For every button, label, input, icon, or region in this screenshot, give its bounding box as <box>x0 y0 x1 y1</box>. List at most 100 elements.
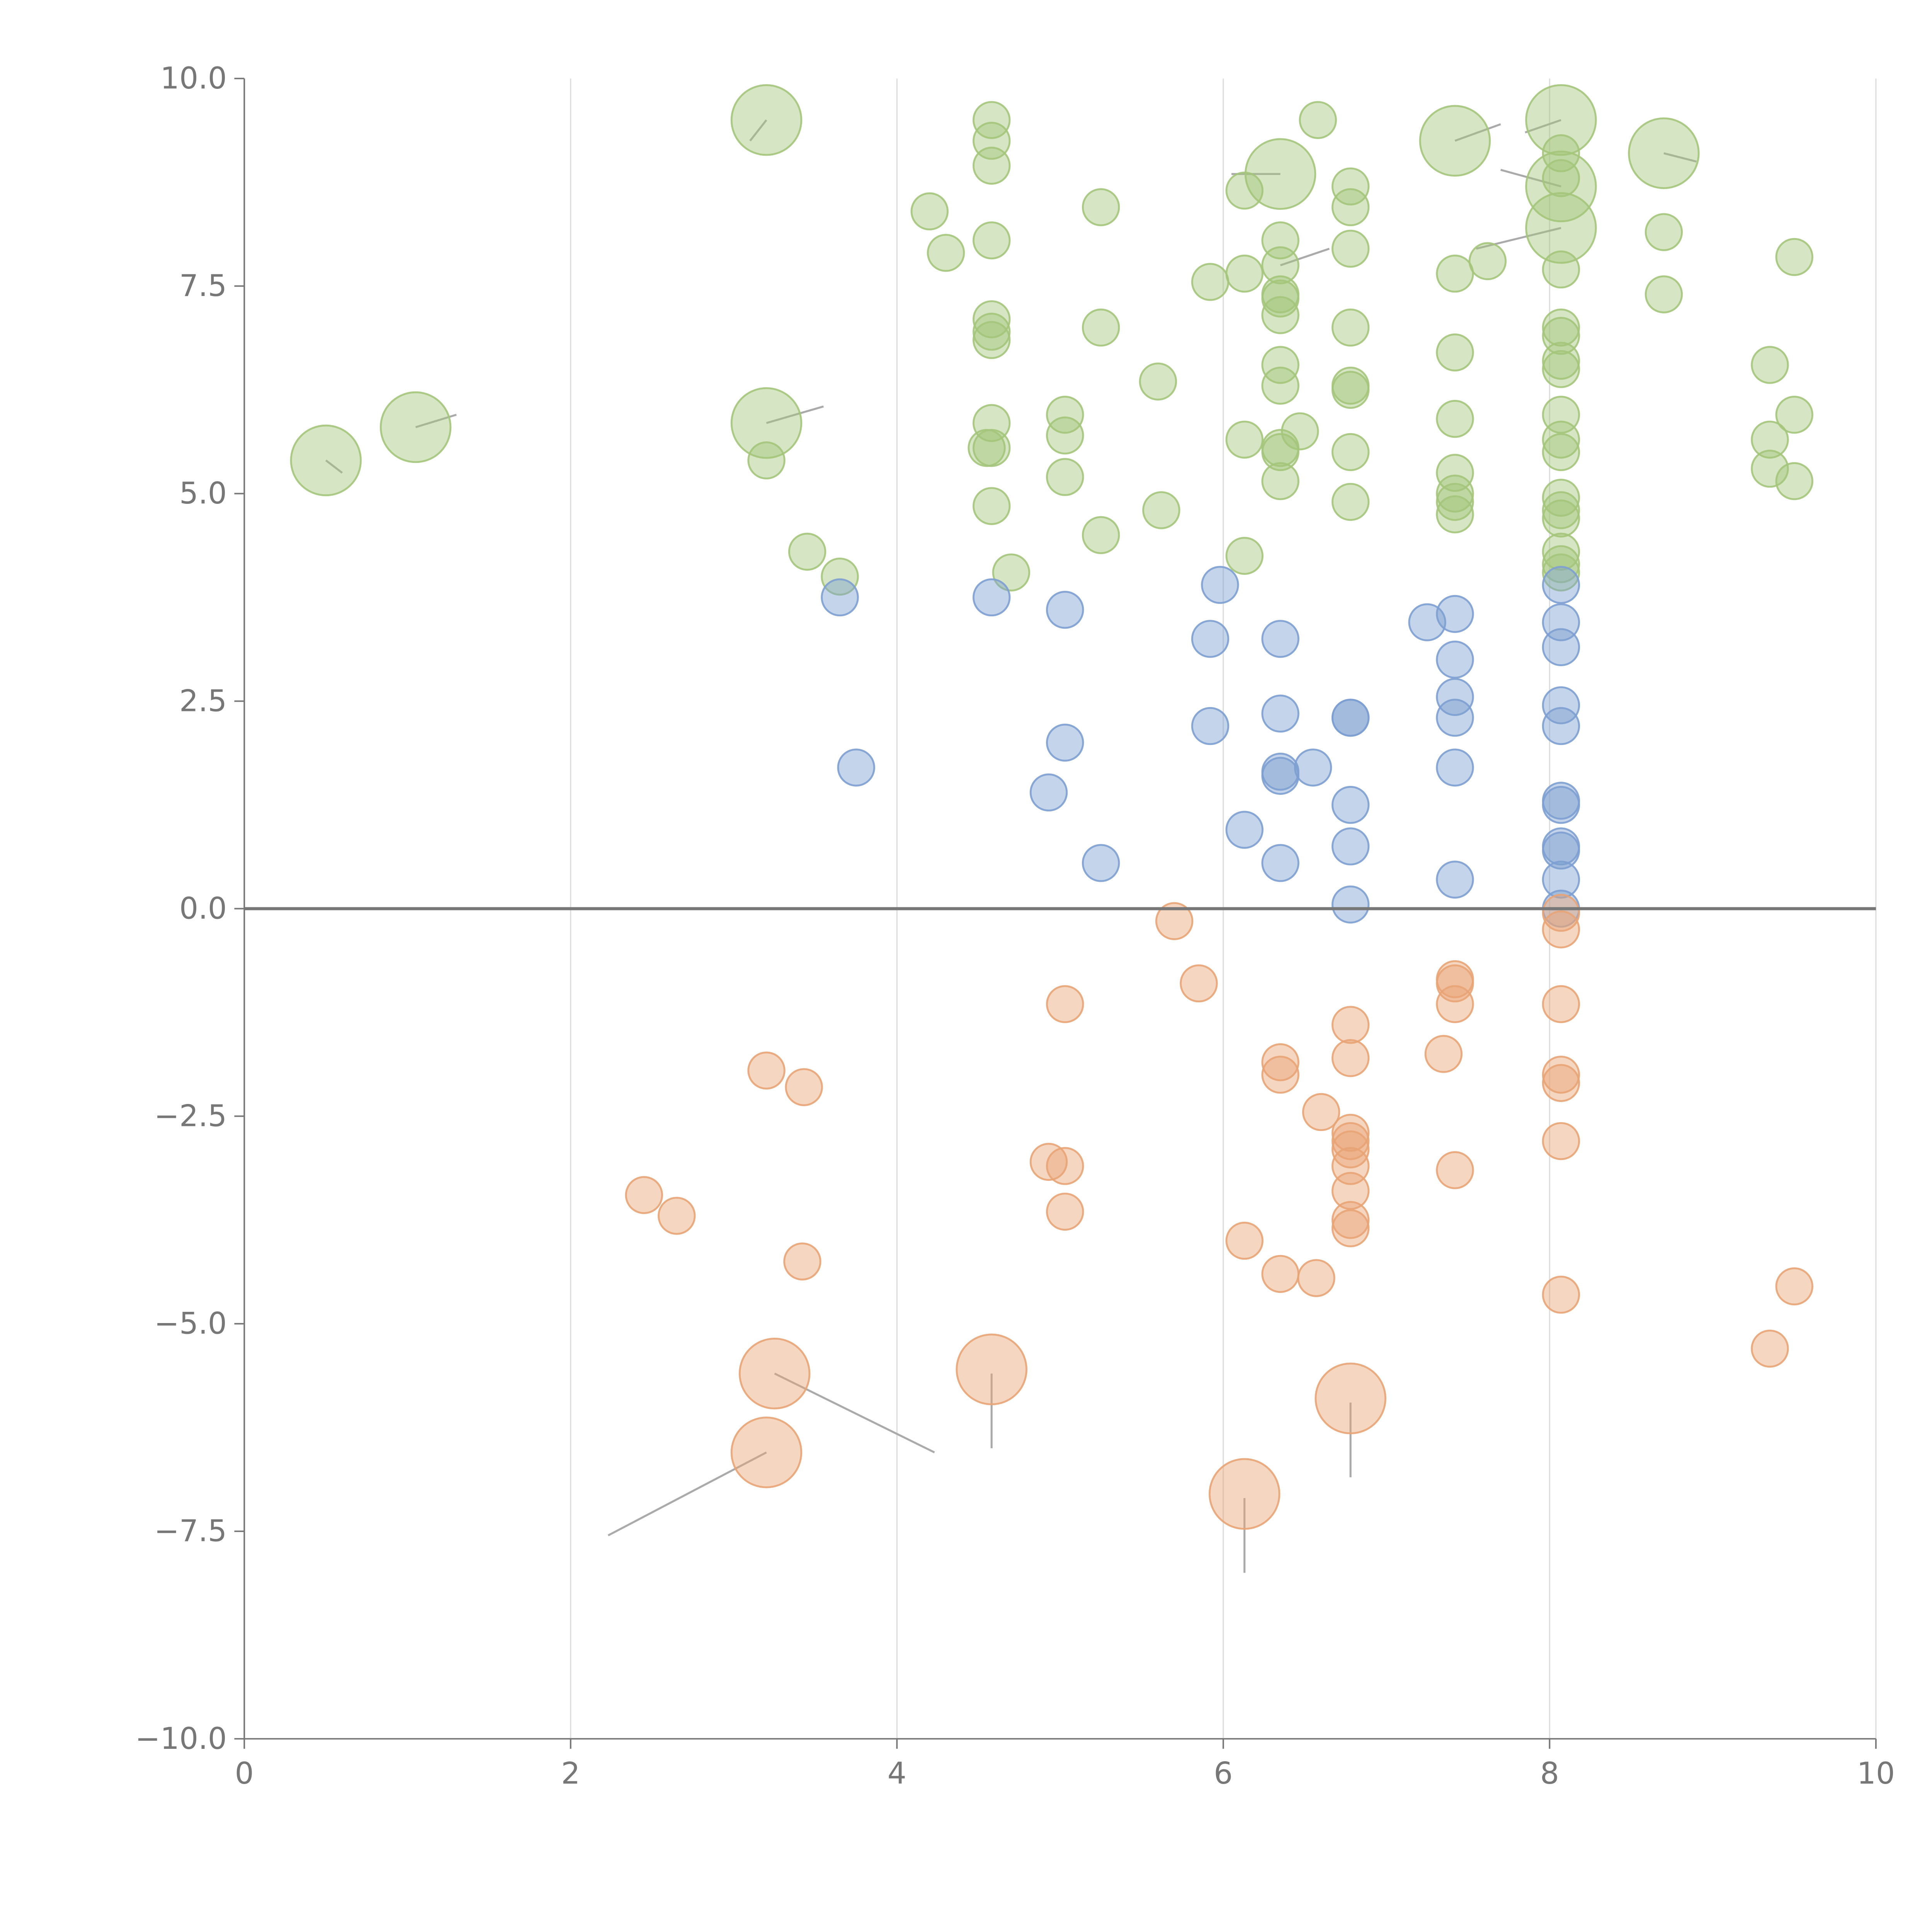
bubble-low <box>783 1242 821 1281</box>
bubble-low <box>1542 910 1580 949</box>
bubble-low <box>747 1051 786 1090</box>
bubble-low <box>1542 894 1580 932</box>
x-tick-label: 4 <box>888 1756 906 1791</box>
bubble-high <box>1542 342 1580 380</box>
bubble-high <box>973 221 1011 260</box>
bubble-mid <box>1331 885 1370 924</box>
y-tick-label: −7.5 <box>154 1514 227 1549</box>
bubble-high <box>973 146 1011 185</box>
bubble-mid <box>1436 595 1474 633</box>
bubble-mid <box>1542 566 1580 604</box>
bubble-high <box>730 387 803 459</box>
bubble-high <box>1191 263 1230 301</box>
bubble-high <box>1331 230 1370 268</box>
x-tick-label: 8 <box>1540 1756 1559 1791</box>
bubble-low <box>1029 1143 1068 1181</box>
y-tick-label: −10.0 <box>135 1721 227 1756</box>
leader-line <box>1280 248 1330 267</box>
bubble-high <box>1628 117 1700 189</box>
bubble-mid <box>1261 844 1299 882</box>
bubble-high <box>821 558 859 596</box>
bubble-mid <box>1542 832 1580 870</box>
bubble-mid <box>973 578 1011 617</box>
bubble-high <box>730 84 803 156</box>
axes <box>243 78 1876 1740</box>
bubble-high <box>1261 246 1299 284</box>
bubble-high <box>973 313 1011 351</box>
bubble-mid <box>1261 620 1299 658</box>
y-tick-label: 5.0 <box>179 476 227 511</box>
bubble-mid <box>1191 620 1230 658</box>
leader-line <box>774 1372 935 1454</box>
bubble-mid <box>1542 707 1580 745</box>
leader-line <box>749 119 767 141</box>
bubble-low <box>1261 1056 1299 1094</box>
bubble-mid <box>1542 861 1580 899</box>
bubble-low <box>1180 964 1218 1003</box>
bubble-mid <box>1542 686 1580 724</box>
bubble-high <box>1436 333 1474 372</box>
bubble-low <box>1046 985 1084 1023</box>
bubble-high <box>1331 371 1370 409</box>
leader-line <box>766 405 824 424</box>
bubble-high <box>1436 495 1474 534</box>
bubble-high <box>1525 150 1597 223</box>
bubble-high <box>747 441 786 480</box>
bubble-high <box>1436 254 1474 293</box>
bubble-high <box>992 553 1031 592</box>
bubble-high <box>1775 238 1813 276</box>
bubble-high <box>973 321 1011 359</box>
bubble-mid <box>1029 773 1068 812</box>
bubble-high <box>1525 84 1597 156</box>
bubble-high <box>1542 545 1580 583</box>
bubble-mid <box>1201 566 1239 604</box>
y-tick-label: 2.5 <box>179 684 227 718</box>
bubble-mid <box>1436 678 1474 716</box>
bubble-high <box>1142 491 1180 529</box>
leader-line <box>1525 119 1561 134</box>
leader-line <box>1663 152 1697 163</box>
bubble-high <box>1261 279 1299 318</box>
bubble-high <box>379 391 452 463</box>
bubble-mid <box>1191 707 1230 745</box>
bubble-high <box>1751 346 1789 384</box>
bubble-high <box>1542 433 1580 471</box>
bubble-high <box>1436 474 1474 513</box>
bubble-low <box>1424 1035 1463 1073</box>
bubble-high <box>1751 420 1789 459</box>
bubble-high <box>1542 308 1580 347</box>
leader-line <box>1454 123 1501 142</box>
bubble-low <box>785 1068 823 1106</box>
bubble-mid <box>1261 757 1299 795</box>
bubble-mid <box>1436 748 1474 787</box>
bubble-low <box>625 1176 663 1214</box>
bubble-high <box>788 532 827 571</box>
bubble-high <box>1542 478 1580 517</box>
bubble-high <box>1542 159 1580 197</box>
y-tick-label: −5.0 <box>154 1306 227 1341</box>
bubble-low <box>1542 1122 1580 1160</box>
bubble-high <box>1331 167 1370 206</box>
bubble-high <box>1775 396 1813 434</box>
y-tick-label: 7.5 <box>179 269 227 303</box>
bubble-mid <box>1046 590 1084 629</box>
bubble-low <box>1542 985 1580 1023</box>
bubble-high <box>1331 483 1370 521</box>
bubble-high <box>1082 516 1120 554</box>
bubble-high <box>973 487 1011 525</box>
bubble-high <box>1299 101 1337 139</box>
bubble-high <box>1261 346 1299 384</box>
bubble-low <box>658 1197 696 1235</box>
leader-line <box>325 459 343 474</box>
bubble-high <box>1436 454 1474 492</box>
bubble-high <box>1139 362 1177 401</box>
bubble-mid <box>1082 844 1120 882</box>
bubble-low <box>1225 1221 1264 1260</box>
bubble-mid <box>821 578 859 617</box>
y-tick-label: 0.0 <box>179 891 227 926</box>
bubble-low <box>1331 1172 1370 1210</box>
bubble-low <box>1331 1209 1370 1247</box>
bubble-low <box>1331 1114 1370 1152</box>
bubble-low <box>1331 1006 1370 1044</box>
bubble-high <box>1542 350 1580 388</box>
